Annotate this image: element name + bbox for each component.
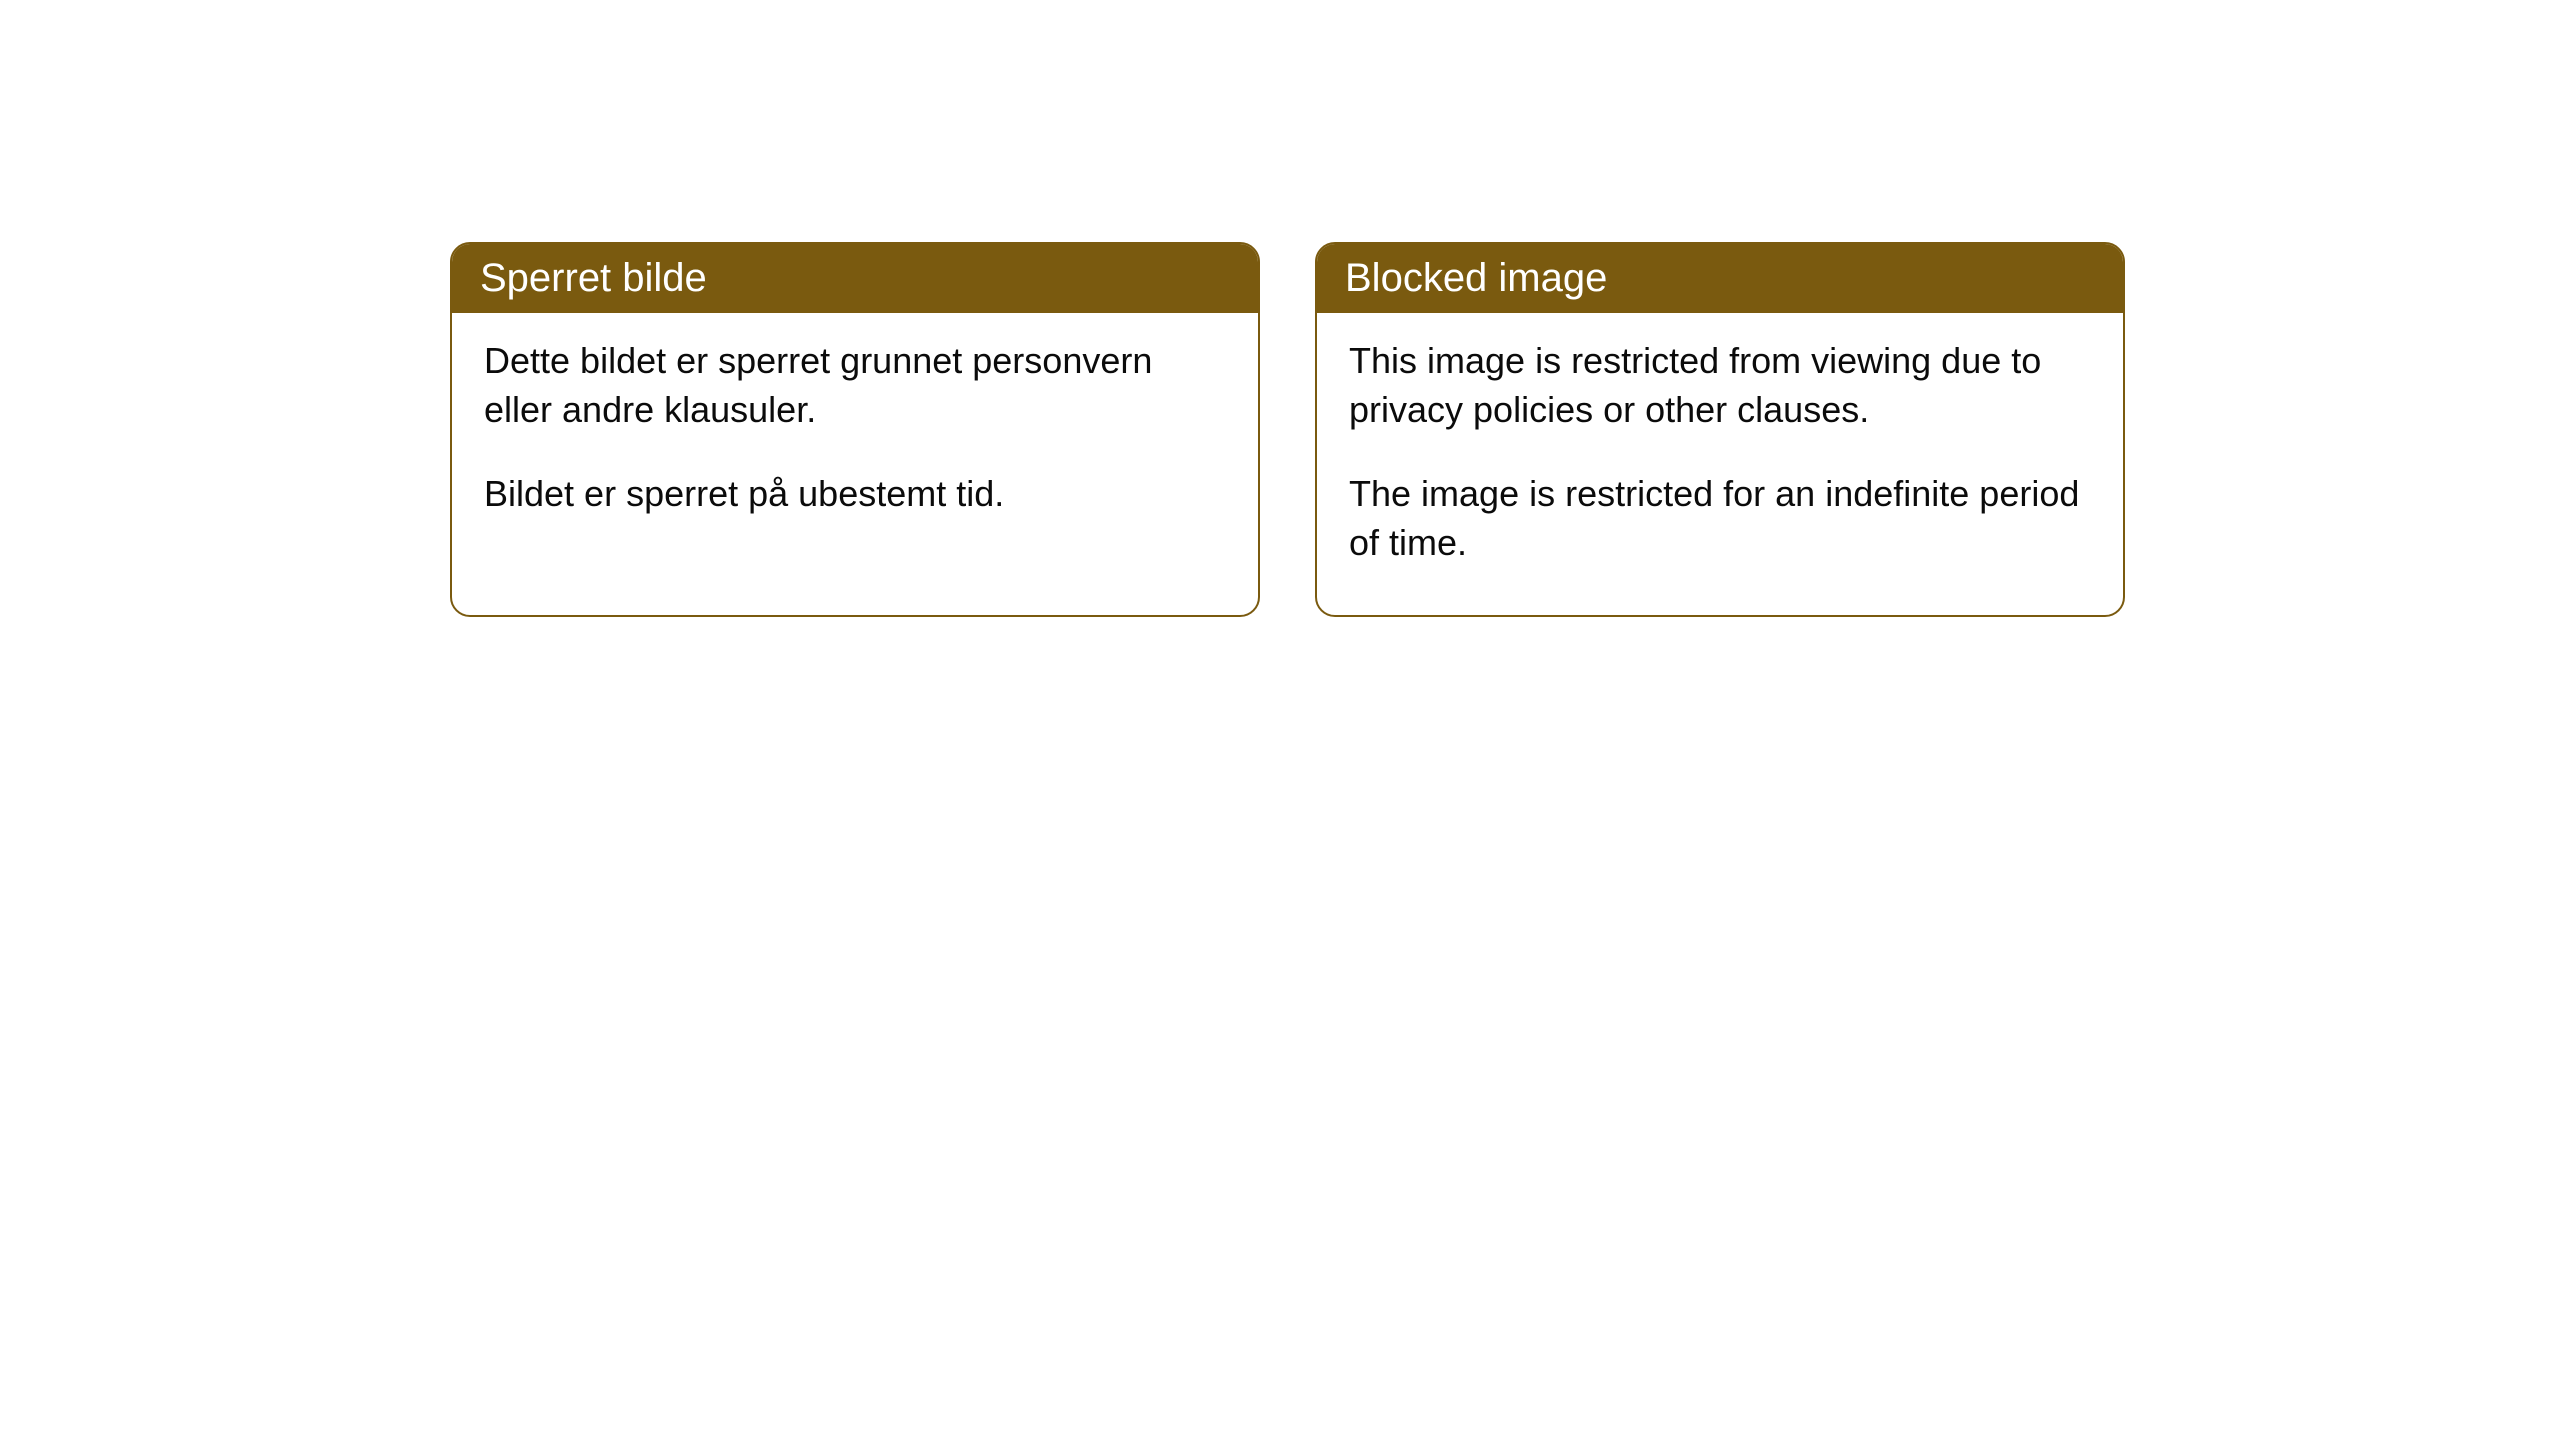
notice-paragraph: Bildet er sperret på ubestemt tid. <box>484 470 1226 519</box>
notice-card-english: Blocked image This image is restricted f… <box>1315 242 2125 617</box>
notice-card-body: Dette bildet er sperret grunnet personve… <box>452 313 1258 567</box>
notice-card-norwegian: Sperret bilde Dette bildet er sperret gr… <box>450 242 1260 617</box>
notice-card-title: Blocked image <box>1317 244 2123 313</box>
notice-paragraph: Dette bildet er sperret grunnet personve… <box>484 337 1226 434</box>
notice-paragraph: The image is restricted for an indefinit… <box>1349 470 2091 567</box>
notice-paragraph: This image is restricted from viewing du… <box>1349 337 2091 434</box>
notice-card-title: Sperret bilde <box>452 244 1258 313</box>
notice-card-body: This image is restricted from viewing du… <box>1317 313 2123 615</box>
notice-cards-container: Sperret bilde Dette bildet er sperret gr… <box>0 0 2560 617</box>
